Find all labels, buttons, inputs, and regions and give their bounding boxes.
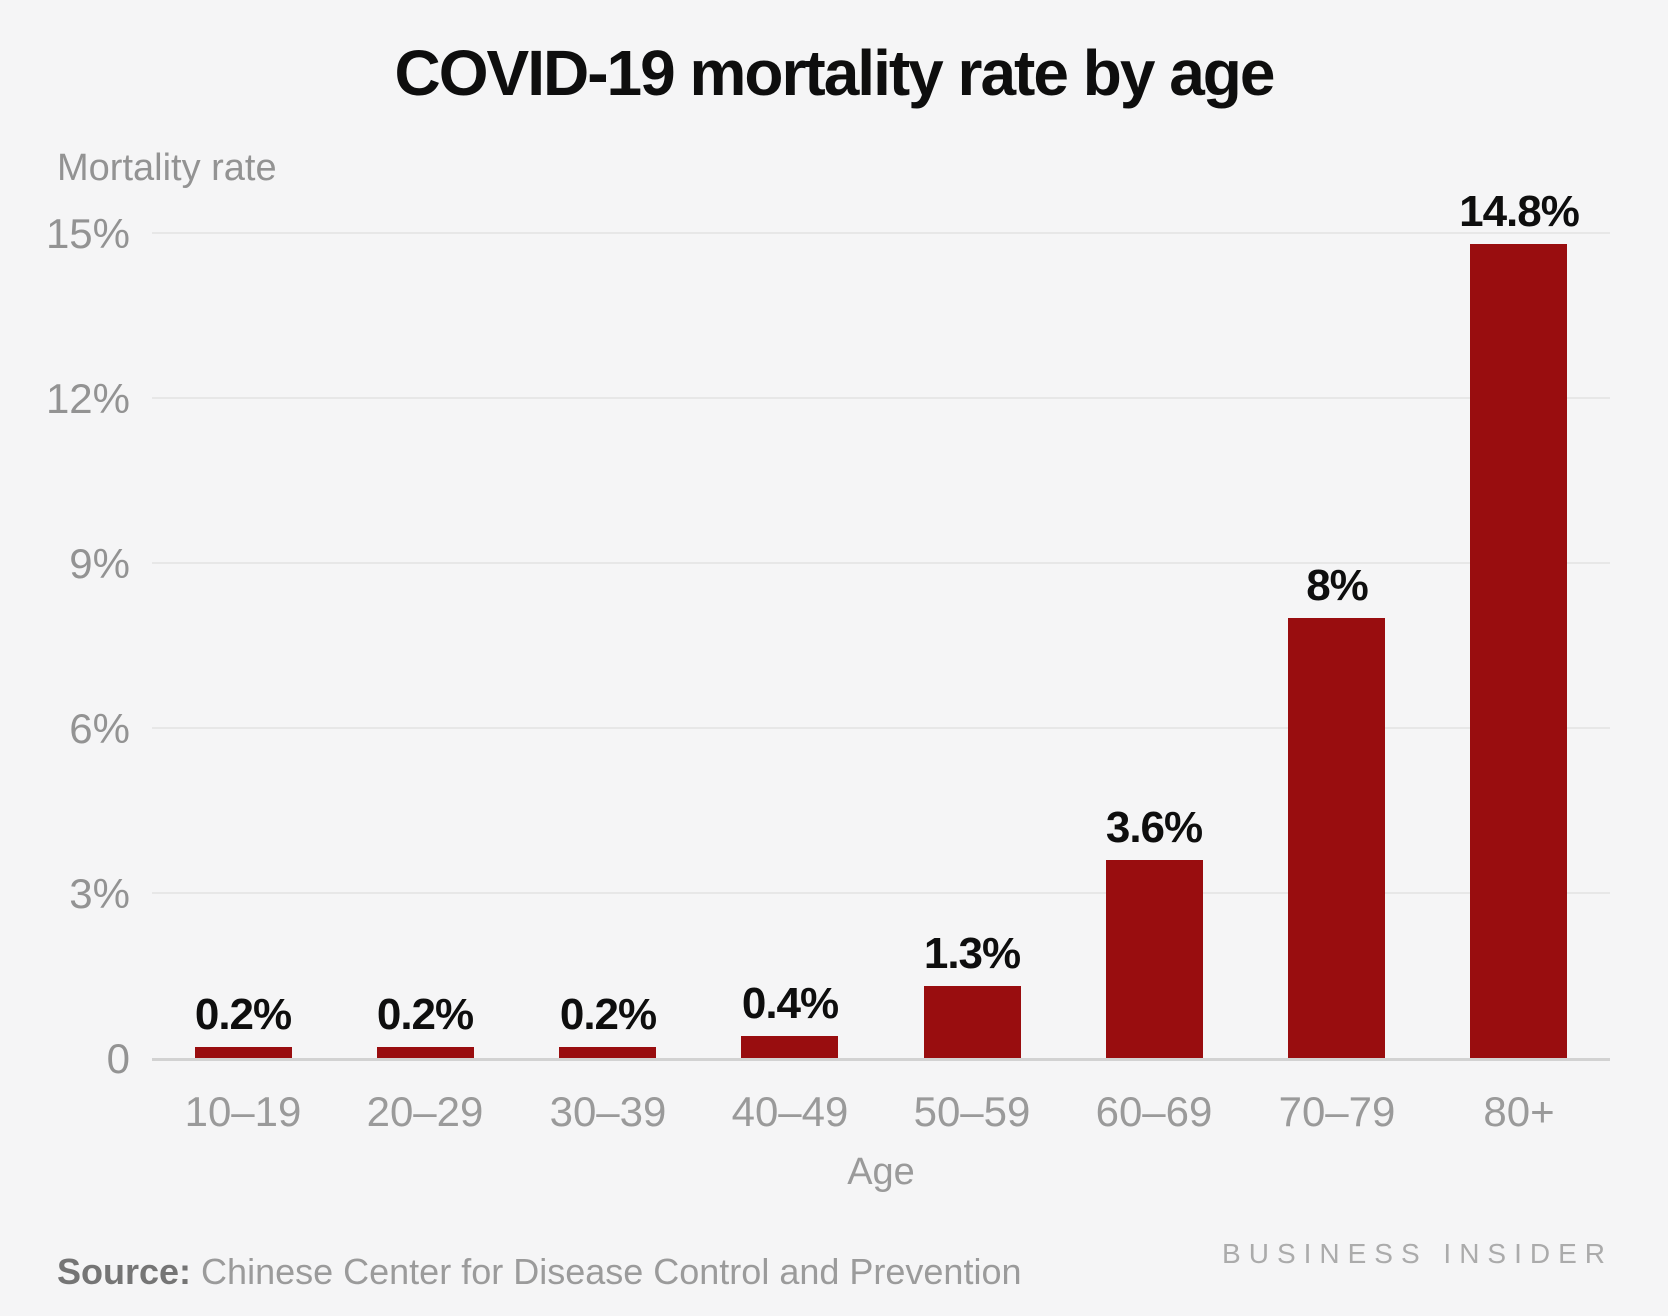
bar-value-label-50–59: 1.3% [923,929,1021,978]
bar-value-label-40–49: 0.4% [741,979,839,1028]
bar-value-label-10–19: 0.2% [194,990,292,1039]
bar-30–39 [559,1047,656,1058]
y-tick-label-15%: 15% [45,210,130,257]
y-tick-label-6%: 6% [69,705,130,752]
bar-value-label-60–69: 3.6% [1105,803,1203,852]
bar-40–49 [741,1036,838,1058]
bar-value-label-80+: 14.8% [1459,187,1580,236]
bar-70–79 [1288,618,1385,1058]
bar-50–59 [924,986,1021,1058]
x-axis-title: Age [847,1151,915,1193]
bar-value-label-70–79: 8% [1306,561,1369,610]
x-tick-label-80+: 80+ [1483,1088,1555,1135]
gridline-9% [152,562,1610,564]
bar-value-label-20–29: 0.2% [376,990,474,1039]
x-tick-label-30–39: 30–39 [549,1088,667,1135]
bar-20–29 [377,1047,474,1058]
gridline-12% [152,397,1610,399]
x-tick-label-50–59: 50–59 [913,1088,1031,1135]
source-text: Chinese Center for Disease Control and P… [191,1251,1022,1292]
x-tick-label-60–69: 60–69 [1095,1088,1213,1135]
x-tick-label-20–29: 20–29 [366,1088,484,1135]
bar-60–69 [1106,860,1203,1058]
gridline-6% [152,727,1610,729]
x-axis-baseline [152,1058,1610,1061]
y-tick-label-9%: 9% [69,540,130,587]
gridline-15% [152,232,1610,234]
y-tick-label-3%: 3% [69,870,130,917]
x-tick-label-40–49: 40–49 [731,1088,849,1135]
bar-value-label-30–39: 0.2% [559,990,657,1039]
brand-logo: BUSINESS INSIDER [1222,1238,1613,1269]
bar-80+ [1470,244,1567,1058]
source-label: Source: [57,1251,192,1292]
y-tick-label-0: 0 [106,1035,130,1082]
x-tick-label-70–79: 70–79 [1278,1088,1396,1135]
gridline-3% [152,892,1610,894]
bar-10–19 [195,1047,292,1058]
y-axis-title: Mortality rate [57,147,277,189]
source-line: Source: Chinese Center for Disease Contr… [57,1250,1022,1294]
chart-title: COVID-19 mortality rate by age [394,37,1276,109]
y-tick-label-12%: 12% [45,375,130,422]
x-tick-label-10–19: 10–19 [184,1088,302,1135]
